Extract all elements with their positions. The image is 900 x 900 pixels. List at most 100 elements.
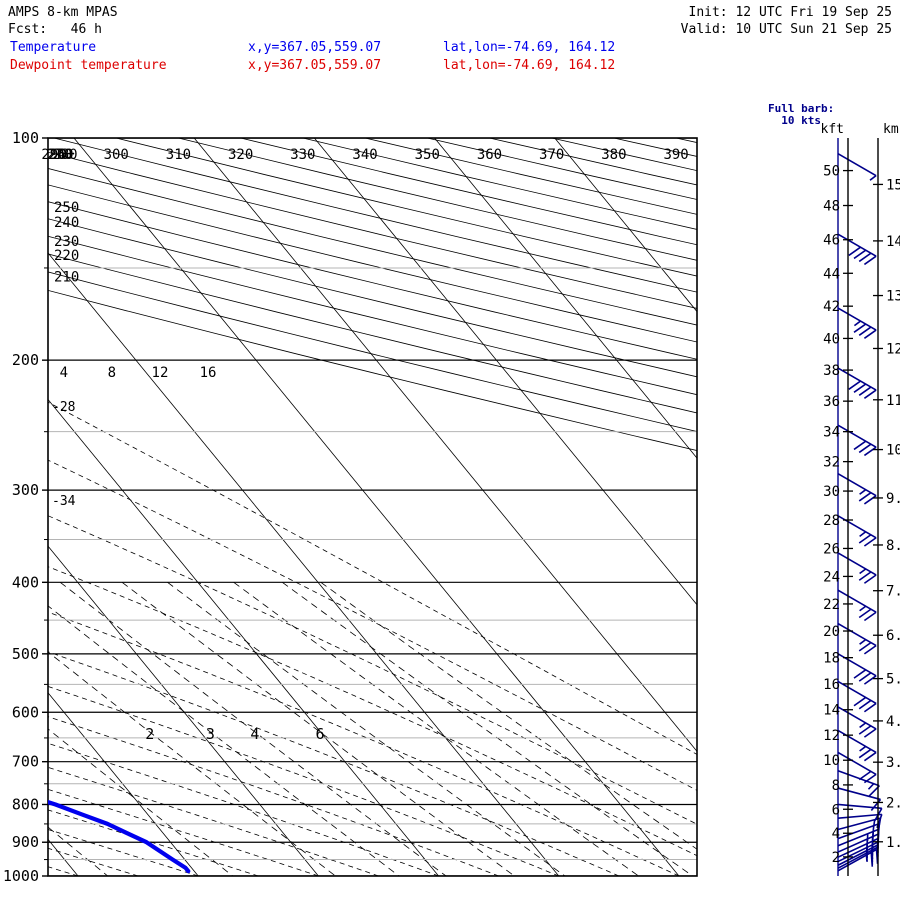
svg-text:4: 4	[60, 365, 68, 381]
svg-text:360: 360	[477, 147, 502, 163]
svg-text:4.: 4.	[886, 714, 900, 730]
wind-barb	[837, 680, 877, 713]
svg-text:12: 12	[152, 365, 169, 381]
svg-text:6.: 6.	[886, 628, 900, 644]
svg-text:11.: 11.	[886, 393, 900, 409]
svg-text:900: 900	[12, 833, 39, 851]
legend-temperature-label: Temperature	[10, 40, 97, 55]
dewpoint-latlon-readout: lat,lon=-74.69, 164.12	[443, 58, 616, 73]
wind-barb	[837, 769, 880, 797]
svg-text:46: 46	[823, 233, 840, 249]
svg-text:290: 290	[41, 147, 66, 163]
svg-text:800: 800	[12, 795, 39, 813]
svg-text:3: 3	[206, 725, 215, 743]
wind-barb	[837, 424, 877, 457]
svg-text:310: 310	[166, 147, 191, 163]
svg-text:270: 270	[47, 147, 72, 163]
svg-text:400: 400	[12, 573, 39, 591]
init-time: Init: 12 UTC Fri 19 Sep 25	[688, 5, 893, 20]
svg-text:280: 280	[52, 147, 77, 163]
wind-barb	[837, 622, 877, 655]
svg-text:-34: -34	[52, 494, 76, 509]
svg-text:34: 34	[823, 425, 840, 441]
svg-text:9.: 9.	[886, 491, 900, 507]
dewpoint-xy-readout: x,y=367.05,559.07	[248, 58, 382, 73]
svg-text:50: 50	[823, 164, 840, 180]
svg-text:16: 16	[823, 677, 840, 693]
svg-text:km: km	[883, 122, 899, 137]
svg-text:14.: 14.	[886, 234, 900, 250]
svg-text:4: 4	[250, 725, 259, 743]
temperature-latlon-readout: lat,lon=-74.69, 164.12	[443, 40, 616, 55]
svg-text:32: 32	[823, 455, 840, 471]
svg-text:340: 340	[352, 147, 377, 163]
svg-text:2: 2	[145, 725, 154, 743]
svg-text:8: 8	[832, 778, 840, 794]
svg-text:100: 100	[12, 129, 39, 147]
svg-text:600: 600	[12, 703, 39, 721]
svg-text:1000: 1000	[3, 867, 39, 885]
legend-dewpoint-label: Dewpoint temperature	[10, 58, 167, 73]
svg-text:14: 14	[823, 703, 840, 719]
svg-text:16: 16	[200, 365, 217, 381]
svg-text:390: 390	[663, 147, 688, 163]
svg-text:1.: 1.	[886, 835, 900, 851]
wind-barb	[837, 787, 882, 811]
svg-text:380: 380	[601, 147, 626, 163]
svg-text:38: 38	[823, 363, 840, 379]
svg-text:10: 10	[823, 753, 840, 769]
svg-text:300: 300	[12, 481, 39, 499]
svg-text:24: 24	[823, 569, 840, 585]
svg-text:2.: 2.	[886, 795, 900, 811]
temperature-profile-line	[48, 799, 191, 874]
wind-barb	[837, 552, 877, 584]
svg-text:10.: 10.	[886, 443, 900, 459]
wind-barb	[837, 653, 877, 685]
svg-text:13.: 13.	[886, 289, 900, 305]
svg-text:240: 240	[54, 215, 79, 231]
svg-text:4: 4	[832, 826, 840, 842]
svg-text:260: 260	[48, 147, 73, 163]
svg-text:320: 320	[228, 147, 253, 163]
svg-text:30: 30	[823, 484, 840, 500]
svg-text:300: 300	[104, 147, 129, 163]
svg-text:210: 210	[54, 269, 79, 285]
svg-text:26: 26	[823, 541, 840, 557]
wind-barb	[837, 706, 877, 738]
wind-barb	[837, 589, 877, 622]
svg-text:8: 8	[108, 365, 116, 381]
svg-text:kft: kft	[821, 122, 844, 137]
svg-text:7.: 7.	[886, 584, 900, 600]
model-title: AMPS 8-km MPAS	[8, 5, 118, 20]
svg-text:22: 22	[823, 597, 840, 613]
svg-text:500: 500	[12, 645, 39, 663]
temperature-xy-readout: x,y=367.05,559.07	[248, 40, 382, 55]
svg-text:40: 40	[823, 331, 840, 347]
valid-time: Valid: 10 UTC Sun 21 Sep 25	[680, 22, 892, 37]
svg-text:15.: 15.	[886, 177, 900, 193]
svg-text:36: 36	[823, 394, 840, 410]
svg-text:370: 370	[539, 147, 564, 163]
wind-barb	[837, 152, 877, 181]
svg-text:18: 18	[823, 651, 840, 667]
svg-text:3.: 3.	[886, 755, 900, 771]
svg-text:20: 20	[823, 624, 840, 640]
svg-text:12: 12	[823, 728, 840, 744]
svg-text:8.: 8.	[886, 538, 900, 554]
forecast-hour: Fcst: 46 h	[8, 22, 102, 37]
svg-text:48: 48	[823, 199, 840, 215]
wind-barb	[837, 233, 877, 266]
svg-text:6: 6	[316, 725, 325, 743]
svg-text:350: 350	[415, 147, 440, 163]
svg-text:28: 28	[823, 513, 840, 529]
svg-text:2: 2	[832, 850, 840, 866]
svg-text:330: 330	[290, 147, 315, 163]
wind-barb	[837, 472, 877, 505]
svg-text:12.: 12.	[886, 341, 900, 357]
svg-text:250: 250	[54, 200, 79, 216]
svg-text:230: 230	[54, 234, 79, 250]
wind-barb	[837, 367, 877, 399]
svg-text:44: 44	[823, 266, 840, 282]
wind-barb-legend: Full barb: 10 kts	[768, 102, 835, 127]
